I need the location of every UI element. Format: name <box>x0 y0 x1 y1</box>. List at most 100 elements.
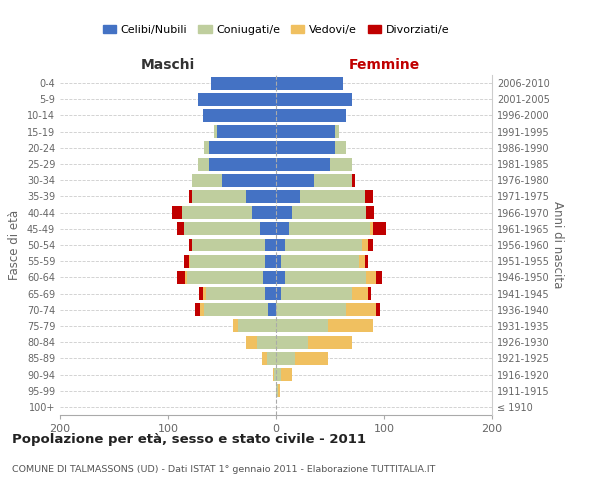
Bar <box>276 190 300 203</box>
Bar <box>192 174 222 186</box>
Bar <box>246 336 257 348</box>
Bar <box>362 238 368 252</box>
Bar <box>252 206 276 219</box>
Bar <box>192 190 246 203</box>
Bar <box>292 206 365 219</box>
Bar <box>276 206 292 219</box>
Bar <box>376 304 380 316</box>
Text: Femmine: Femmine <box>349 58 419 72</box>
Bar <box>198 158 209 170</box>
Bar <box>190 254 265 268</box>
Bar <box>195 304 200 316</box>
Bar <box>199 287 203 300</box>
Bar <box>182 206 252 219</box>
Y-axis label: Anni di nascita: Anni di nascita <box>551 202 563 288</box>
Bar <box>233 320 238 332</box>
Bar <box>276 93 352 106</box>
Bar <box>188 238 192 252</box>
Bar <box>246 190 276 203</box>
Bar <box>172 206 182 219</box>
Bar <box>257 336 276 348</box>
Bar <box>335 125 338 138</box>
Bar <box>276 368 281 381</box>
Text: Maschi: Maschi <box>141 58 195 72</box>
Bar <box>276 158 330 170</box>
Text: COMUNE DI TALMASSONS (UD) - Dati ISTAT 1° gennaio 2011 - Elaborazione TUTTITALIA: COMUNE DI TALMASSONS (UD) - Dati ISTAT 1… <box>12 466 436 474</box>
Bar <box>188 190 192 203</box>
Bar <box>265 287 276 300</box>
Bar <box>203 142 209 154</box>
Bar <box>352 174 355 186</box>
Bar <box>188 254 190 268</box>
Bar <box>276 304 346 316</box>
Bar <box>276 271 284 284</box>
Bar <box>335 142 346 154</box>
Bar <box>214 125 217 138</box>
Bar <box>365 190 373 203</box>
Bar <box>268 304 276 316</box>
Bar <box>263 271 276 284</box>
Bar <box>359 254 365 268</box>
Bar <box>176 271 185 284</box>
Bar <box>200 304 203 316</box>
Bar <box>217 125 276 138</box>
Bar <box>209 142 276 154</box>
Bar <box>300 190 365 203</box>
Bar <box>276 254 281 268</box>
Legend: Celibi/Nubili, Coniugati/e, Vedovi/e, Divorziati/e: Celibi/Nubili, Coniugati/e, Vedovi/e, Di… <box>98 20 454 40</box>
Bar <box>368 287 371 300</box>
Bar <box>276 384 278 397</box>
Bar <box>370 222 373 235</box>
Bar <box>276 142 335 154</box>
Bar <box>289 222 370 235</box>
Bar <box>276 352 295 365</box>
Bar <box>330 158 352 170</box>
Bar <box>211 76 276 90</box>
Bar <box>222 174 276 186</box>
Bar <box>276 287 281 300</box>
Bar <box>268 352 276 365</box>
Bar <box>274 368 276 381</box>
Bar <box>373 222 386 235</box>
Bar <box>276 76 343 90</box>
Bar <box>273 368 274 381</box>
Bar <box>192 238 265 252</box>
Bar <box>365 206 374 219</box>
Bar <box>276 238 284 252</box>
Bar <box>352 287 368 300</box>
Bar <box>276 125 335 138</box>
Text: Popolazione per età, sesso e stato civile - 2011: Popolazione per età, sesso e stato civil… <box>12 432 366 446</box>
Bar <box>260 222 276 235</box>
Bar <box>365 271 376 284</box>
Bar <box>209 158 276 170</box>
Bar <box>184 222 260 235</box>
Bar <box>203 109 276 122</box>
Bar <box>265 238 276 252</box>
Bar <box>284 238 362 252</box>
Bar <box>281 254 359 268</box>
Bar <box>203 287 206 300</box>
Bar <box>295 352 328 365</box>
Bar <box>206 287 265 300</box>
Bar <box>376 271 382 284</box>
Bar <box>284 271 365 284</box>
Bar <box>176 222 184 235</box>
Bar <box>276 320 328 332</box>
Bar <box>368 238 373 252</box>
Bar <box>276 174 314 186</box>
Bar <box>346 304 376 316</box>
Bar <box>276 336 308 348</box>
Bar <box>238 320 276 332</box>
Bar <box>276 109 346 122</box>
Bar <box>281 368 292 381</box>
Bar <box>314 174 352 186</box>
Bar <box>185 271 187 284</box>
Bar <box>328 320 373 332</box>
Bar <box>262 352 268 365</box>
Y-axis label: Fasce di età: Fasce di età <box>8 210 21 280</box>
Bar <box>265 254 276 268</box>
Bar <box>365 254 368 268</box>
Bar <box>278 384 280 397</box>
Bar <box>203 304 268 316</box>
Bar <box>198 93 276 106</box>
